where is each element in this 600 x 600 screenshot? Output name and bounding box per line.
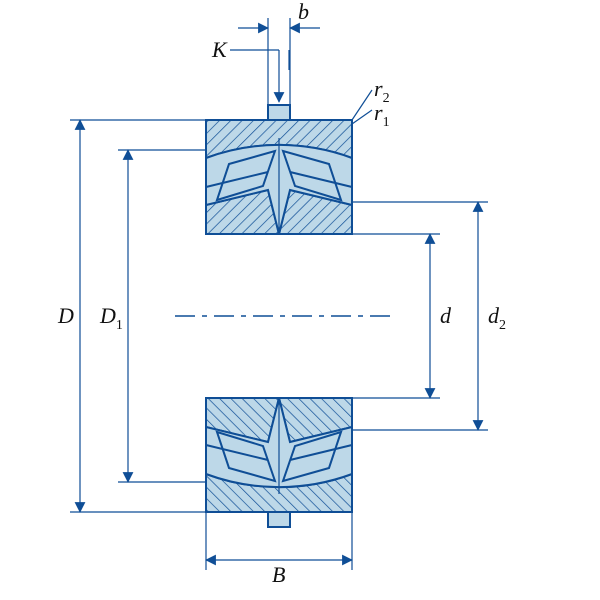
label-D1: D1 <box>99 303 123 333</box>
lower-half <box>206 398 352 527</box>
label-dd: d <box>440 303 452 328</box>
label-D: D <box>57 303 74 328</box>
label-d2: d2 <box>488 303 506 333</box>
upper-half <box>206 105 352 234</box>
label-b: b <box>298 0 309 24</box>
label-B: B <box>272 562 285 587</box>
label-K: K <box>211 37 228 62</box>
bearing-diagram: D D1 d d2 B b K r1 r2 <box>0 0 600 600</box>
